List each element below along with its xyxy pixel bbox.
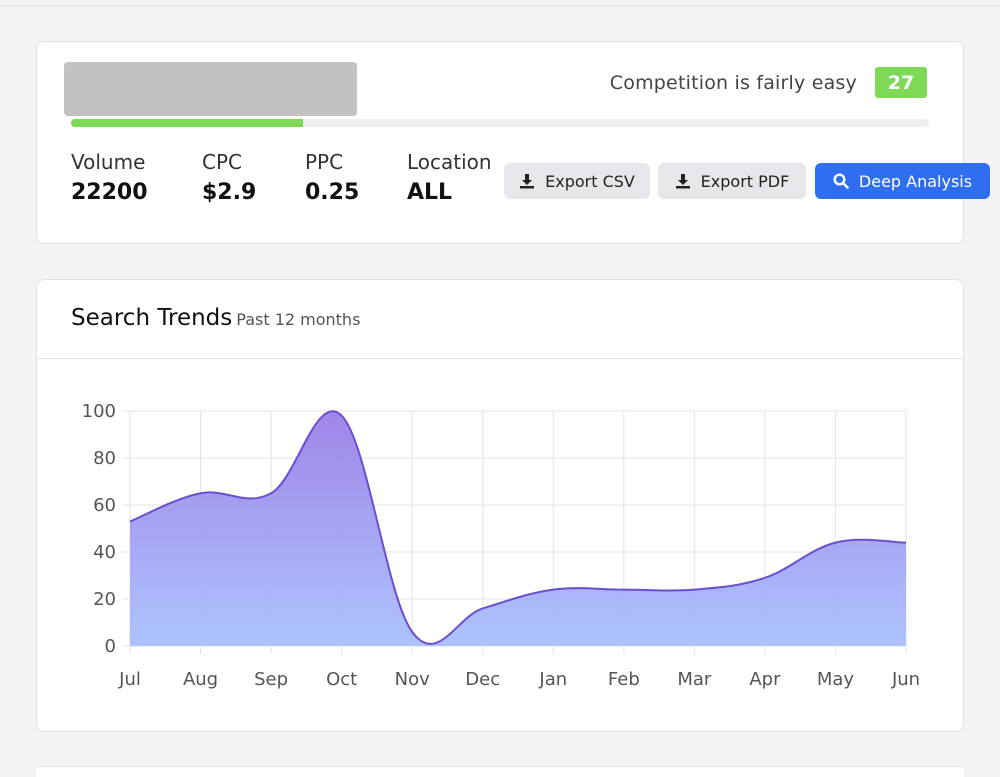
y-tick-label: 0 [105,636,116,657]
metric-location: Location ALL [407,150,492,205]
metric-label: CPC [202,150,256,174]
y-tick-label: 80 [93,448,116,469]
search-icon [833,173,849,189]
export-pdf-label: Export PDF [701,172,790,191]
metric-label: PPC [305,150,359,174]
metric-label: Location [407,150,492,174]
x-tick-label: Sep [254,669,288,690]
x-tick-label: Feb [608,669,640,690]
export-csv-label: Export CSV [545,172,635,191]
x-tick-label: Jun [891,669,920,690]
x-tick-label: Nov [395,669,430,690]
difficulty-badge: 27 [875,67,927,98]
trend-area [130,411,906,646]
search-trends-chart: 0 20 40 60 80 100 Jul Aug Sep Oct Nov Dec Jan Feb Mar A… [37,360,963,730]
metric-value: $2.9 [202,180,256,205]
x-tick-label: May [817,669,855,690]
y-tick-label: 20 [93,589,116,610]
metric-value: 0.25 [305,180,359,205]
y-tick-label: 100 [82,401,116,422]
keyword-title-placeholder [64,62,357,116]
x-tick-label: Aug [183,669,218,690]
competition-text: Competition is fairly easy [610,72,857,94]
download-icon [519,173,535,189]
export-csv-button[interactable]: Export CSV [504,163,650,199]
metric-ppc: PPC 0.25 [305,150,359,205]
deep-analysis-label: Deep Analysis [859,172,972,191]
top-edge [0,0,1000,6]
x-tick-label: Mar [677,669,712,690]
x-tick-label: Jul [118,669,141,690]
metric-cpc: CPC $2.9 [202,150,256,205]
difficulty-progress-fill [71,119,303,127]
difficulty-progress-track [71,119,929,127]
x-tick-label: Dec [465,669,500,690]
y-tick-label: 60 [93,495,116,516]
download-icon [675,173,691,189]
trends-subtitle: Past 12 months [236,310,360,329]
export-pdf-button[interactable]: Export PDF [658,163,806,199]
deep-analysis-button[interactable]: Deep Analysis [815,163,990,199]
x-tick-label: Jan [538,669,567,690]
metric-label: Volume [71,150,148,174]
trends-title-text: Search Trends [71,305,232,331]
keyword-summary-card: Competition is fairly easy 27 Volume 222… [36,41,964,244]
y-tick-label: 40 [93,542,116,563]
metric-volume: Volume 22200 [71,150,148,205]
x-tick-label: Oct [326,669,357,690]
x-tick-label: Apr [749,669,781,690]
metric-value: 22200 [71,180,148,205]
metric-value: ALL [407,180,492,205]
